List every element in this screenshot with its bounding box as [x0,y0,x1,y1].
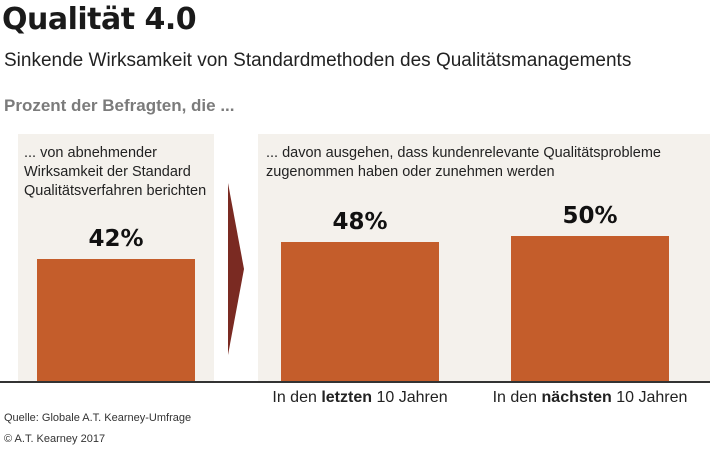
category-label-3: In den nächsten 10 Jahren [492,389,688,406]
copyright-note: © A.T. Kearney 2017 [4,433,106,445]
section-label: Prozent der Befragten, die ... [4,96,235,115]
bar-3 [511,236,669,381]
chart-title: Qualität 4.0 [2,2,197,37]
category-label-emphasis: letzten [321,389,372,406]
left-panel-text: ... von abnehmender Wirksamkeit der Stan… [24,145,207,199]
chart-subtitle: Sinkende Wirksamkeit von Standardmethode… [4,50,632,71]
category-label-2: In den letzten 10 Jahren [272,389,448,406]
bar-2 [281,241,439,381]
bar-value-label-1: 42% [88,226,144,253]
arrow-icon [228,183,244,355]
bar-1 [37,259,195,381]
bar-value-label-2: 48% [332,208,388,235]
bar-value-label-3: 50% [562,203,618,229]
source-note: Quelle: Globale A.T. Kearney-Umfrage [4,412,192,424]
right-panel-text: ... davon ausgehen, dass kundenrelevante… [266,145,661,180]
chart-baseline [0,381,710,383]
category-label-emphasis: nächsten [541,389,612,406]
